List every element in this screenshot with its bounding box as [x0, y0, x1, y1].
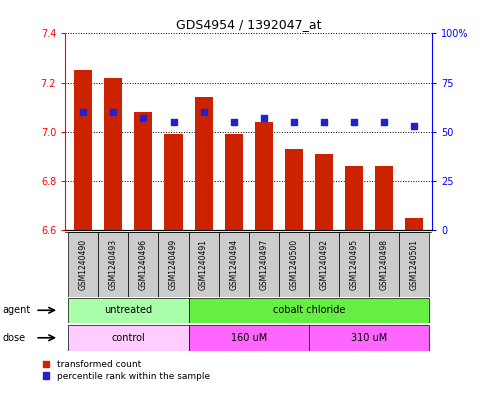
- Bar: [104, 78, 122, 230]
- Point: [110, 109, 117, 115]
- Text: GSM1240494: GSM1240494: [229, 239, 238, 290]
- Point: [320, 119, 328, 125]
- Bar: [405, 218, 423, 230]
- Bar: [345, 166, 363, 230]
- Bar: [68, 232, 99, 297]
- Point: [170, 119, 177, 125]
- Point: [260, 115, 268, 121]
- Bar: [68, 298, 188, 323]
- Text: 310 uM: 310 uM: [351, 333, 387, 343]
- Bar: [399, 232, 429, 297]
- Bar: [225, 134, 243, 230]
- Text: GSM1240499: GSM1240499: [169, 239, 178, 290]
- Text: GSM1240498: GSM1240498: [380, 239, 389, 290]
- Bar: [255, 122, 273, 230]
- Text: GSM1240495: GSM1240495: [350, 239, 358, 290]
- Text: cobalt chloride: cobalt chloride: [273, 305, 345, 315]
- Text: control: control: [112, 333, 145, 343]
- Bar: [375, 166, 393, 230]
- Bar: [315, 154, 333, 230]
- Text: 160 uM: 160 uM: [230, 333, 267, 343]
- Point: [79, 109, 87, 115]
- Point: [411, 123, 418, 129]
- Text: GSM1240496: GSM1240496: [139, 239, 148, 290]
- Bar: [285, 149, 303, 230]
- Bar: [128, 232, 158, 297]
- Bar: [309, 325, 429, 351]
- Text: GSM1240491: GSM1240491: [199, 239, 208, 290]
- Bar: [195, 97, 213, 230]
- Point: [230, 119, 238, 125]
- Point: [350, 119, 358, 125]
- Bar: [339, 232, 369, 297]
- Bar: [279, 232, 309, 297]
- Point: [290, 119, 298, 125]
- Bar: [134, 112, 153, 230]
- Bar: [219, 232, 249, 297]
- Bar: [158, 232, 188, 297]
- Legend: transformed count, percentile rank within the sample: transformed count, percentile rank withi…: [43, 360, 210, 381]
- Text: GSM1240493: GSM1240493: [109, 239, 118, 290]
- Text: GSM1240490: GSM1240490: [79, 239, 88, 290]
- Bar: [188, 232, 219, 297]
- Text: GSM1240492: GSM1240492: [319, 239, 328, 290]
- Point: [200, 109, 208, 115]
- Text: GSM1240497: GSM1240497: [259, 239, 268, 290]
- Bar: [369, 232, 399, 297]
- Bar: [99, 232, 128, 297]
- Text: agent: agent: [2, 305, 30, 315]
- Point: [140, 115, 147, 121]
- Text: GSM1240500: GSM1240500: [289, 239, 298, 290]
- Bar: [68, 325, 188, 351]
- Title: GDS4954 / 1392047_at: GDS4954 / 1392047_at: [176, 18, 322, 31]
- Text: GSM1240501: GSM1240501: [410, 239, 419, 290]
- Bar: [165, 134, 183, 230]
- Point: [380, 119, 388, 125]
- Bar: [188, 325, 309, 351]
- Bar: [188, 298, 429, 323]
- Bar: [309, 232, 339, 297]
- Text: dose: dose: [2, 333, 26, 343]
- Text: untreated: untreated: [104, 305, 153, 315]
- Bar: [74, 70, 92, 230]
- Bar: [249, 232, 279, 297]
